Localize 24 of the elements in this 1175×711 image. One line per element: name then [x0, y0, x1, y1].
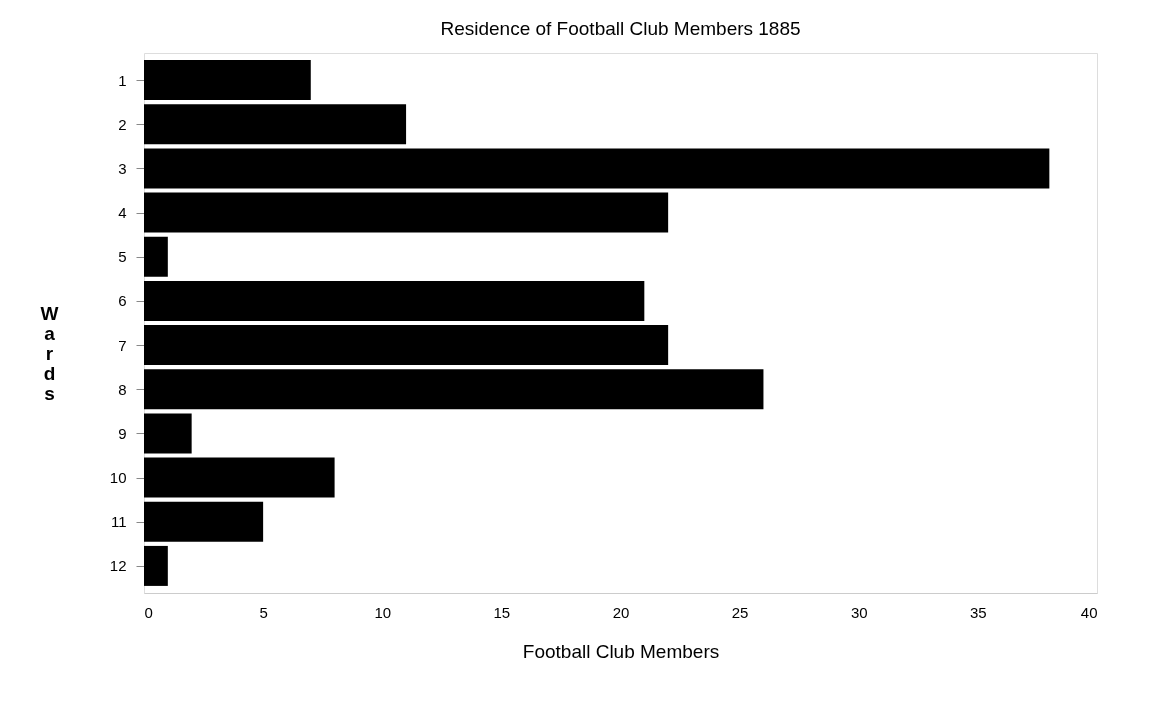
- y-tick-label: 6: [118, 292, 127, 310]
- y-tick-label: 11: [110, 513, 127, 531]
- y-tick-label: 8: [118, 380, 127, 398]
- y-tick-label: 4: [118, 204, 127, 222]
- x-tick-label: 10: [374, 603, 392, 621]
- x-axis-title: Football Club Members: [522, 640, 720, 662]
- x-tick-label: 30: [850, 603, 868, 621]
- x-tick-label: 0: [144, 603, 153, 621]
- x-tick-label: 15: [493, 603, 511, 621]
- y-tick-label: 7: [118, 336, 127, 354]
- y-tick-label: 10: [109, 469, 127, 487]
- x-tick-label: 5: [259, 603, 268, 621]
- y-tick-label: 3: [118, 159, 127, 177]
- x-tick-label: 40: [1080, 603, 1098, 621]
- x-tick-label: 35: [970, 603, 987, 621]
- chart-title: Residence of Football Club Members 1885: [440, 18, 801, 39]
- x-tick-label: 25: [731, 603, 749, 621]
- x-tick-label: 20: [612, 603, 630, 621]
- y-tick-label: 2: [118, 115, 127, 133]
- y-tick-label: 12: [109, 557, 127, 575]
- y-axis-title: Wards: [40, 302, 59, 404]
- y-tick-label: 5: [118, 248, 127, 266]
- y-tick-label: 1: [118, 71, 127, 89]
- y-tick-label: 9: [118, 424, 127, 442]
